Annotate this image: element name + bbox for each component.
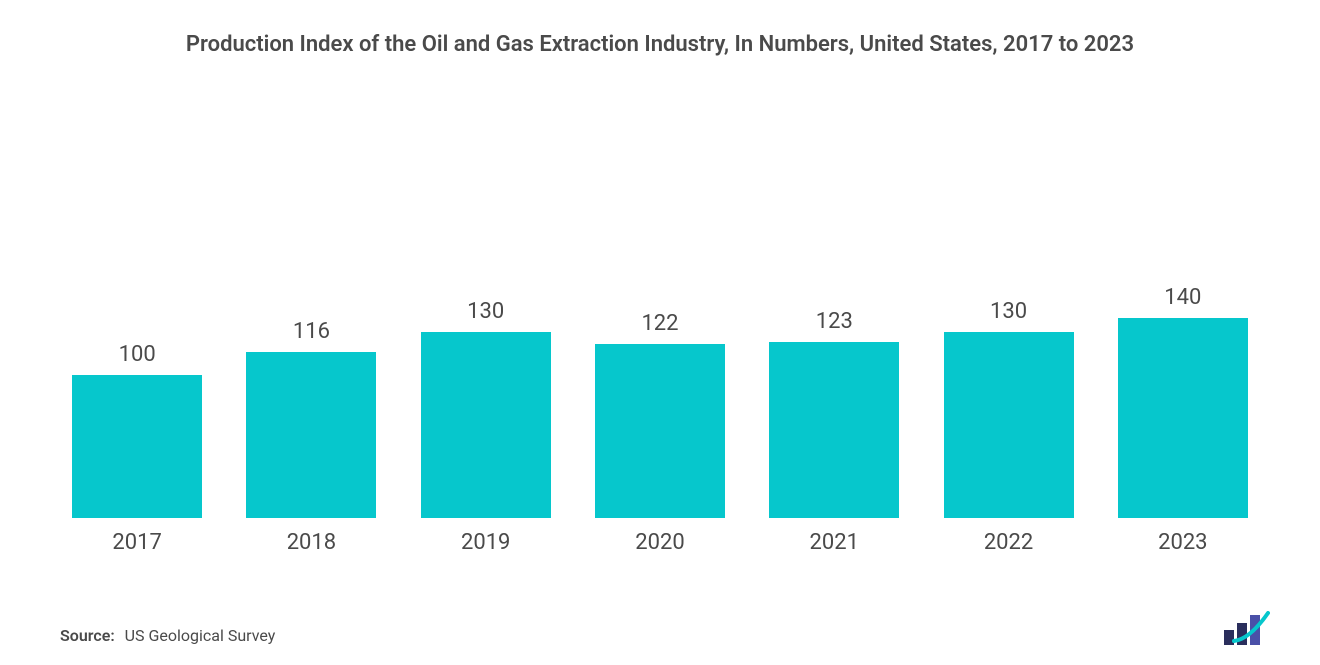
bar-category-label: 2023	[1158, 530, 1207, 555]
brand-logo	[1224, 615, 1260, 645]
bar-group: 130 2019	[409, 201, 563, 555]
chart-container: Production Index of the Oil and Gas Extr…	[0, 0, 1320, 665]
bar-value-label: 123	[816, 309, 853, 334]
bar	[72, 375, 202, 518]
bar-category-label: 2022	[984, 530, 1033, 555]
bar-value-label: 140	[1164, 285, 1201, 310]
bar-value-label: 100	[119, 342, 156, 367]
bar-value-label: 122	[641, 311, 678, 336]
logo-bar-icon	[1224, 630, 1234, 645]
source-attribution: Source: US Geological Survey	[60, 626, 275, 645]
chart-footer: Source: US Geological Survey	[50, 615, 1270, 645]
chart-title: Production Index of the Oil and Gas Extr…	[50, 30, 1270, 61]
source-label: Source:	[60, 626, 115, 645]
bar-value-label: 130	[467, 299, 504, 324]
bar-group: 130 2022	[931, 201, 1085, 555]
logo-bar-icon	[1237, 623, 1247, 645]
bar	[1118, 318, 1248, 518]
bar	[246, 352, 376, 518]
bar-group: 140 2023	[1106, 201, 1260, 555]
bar-category-label: 2021	[810, 530, 859, 555]
bar	[595, 344, 725, 518]
bar-category-label: 2018	[287, 530, 336, 555]
bar-category-label: 2020	[635, 530, 684, 555]
bar-value-label: 116	[293, 319, 330, 344]
logo-bar-icon	[1250, 615, 1260, 645]
bar	[769, 342, 899, 518]
chart-area: 100 2017 116 2018 130 2019 122 2020 123 2021 130 20…	[50, 81, 1270, 555]
bar-group: 122 2020	[583, 201, 737, 555]
bar-category-label: 2019	[461, 530, 510, 555]
source-value: US Geological Survey	[125, 626, 276, 645]
bar-category-label: 2017	[112, 530, 161, 555]
bar	[944, 332, 1074, 518]
bar-value-label: 130	[990, 299, 1027, 324]
bar-group: 116 2018	[234, 201, 388, 555]
bar-group: 100 2017	[60, 201, 214, 555]
bar	[421, 332, 551, 518]
bar-group: 123 2021	[757, 201, 911, 555]
